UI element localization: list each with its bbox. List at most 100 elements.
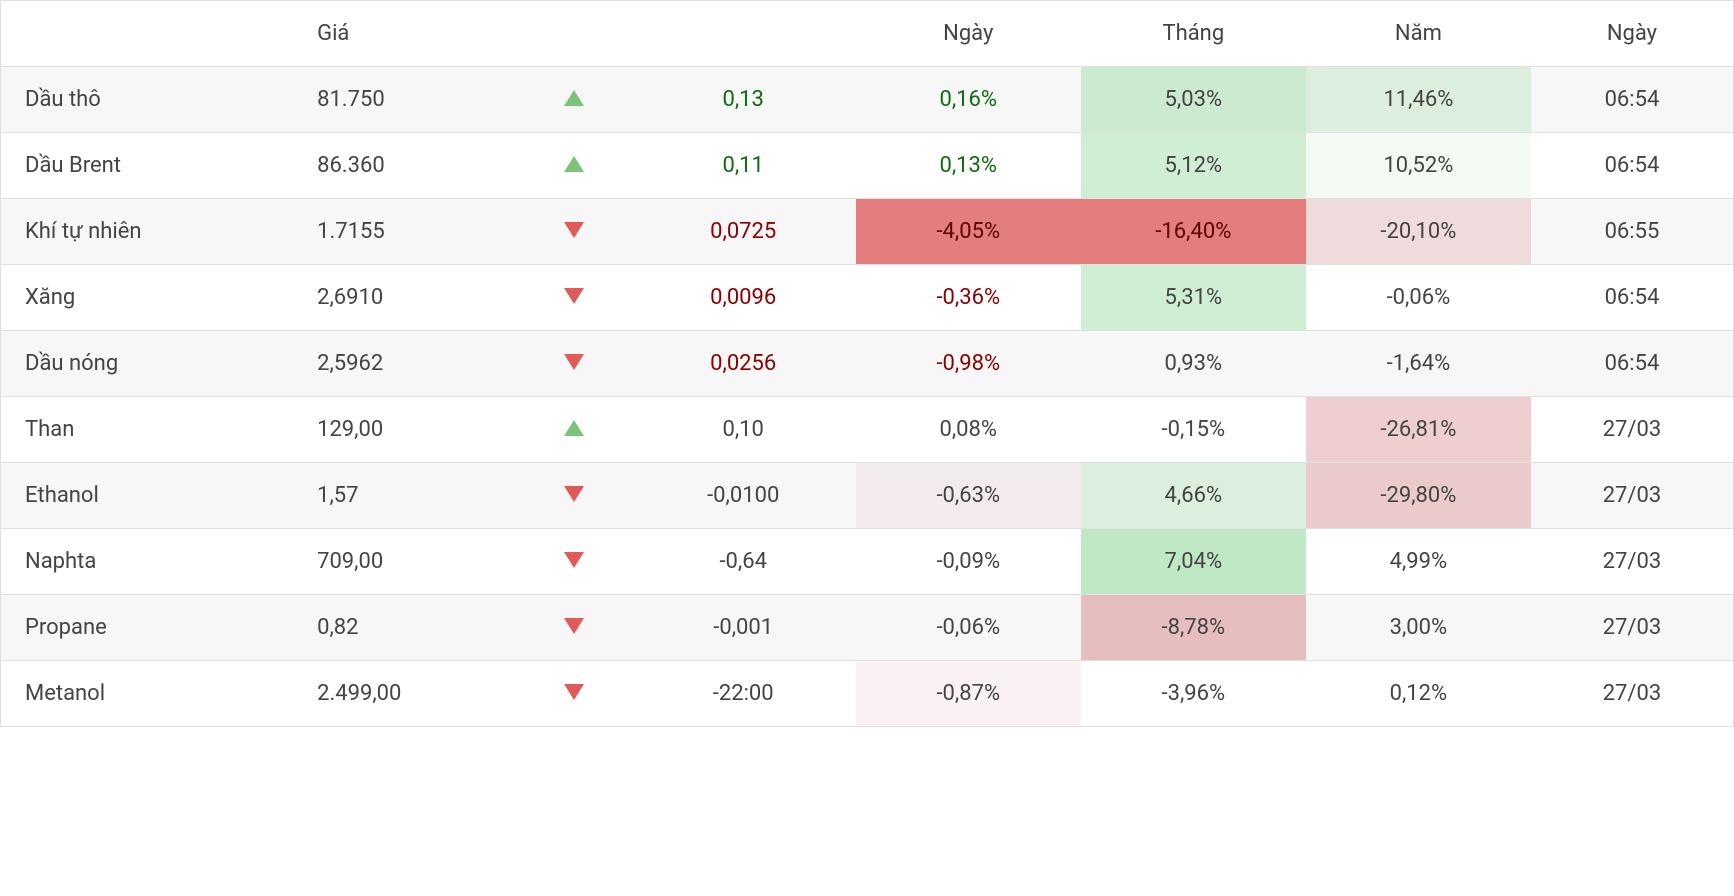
commodity-name[interactable]: Xăng: [1, 265, 294, 331]
year-pct-cell: -20,10%: [1306, 199, 1531, 265]
change-cell: 0,0256: [631, 331, 856, 397]
month-pct-cell: 5,12%: [1081, 133, 1306, 199]
day-pct-cell: -0,63%: [856, 463, 1081, 529]
time-cell: 06:54: [1531, 67, 1734, 133]
header-blank-name: [1, 1, 294, 67]
price-cell: 2,6910: [293, 265, 518, 331]
arrow-down-icon: [518, 529, 631, 595]
commodity-name[interactable]: Dầu Brent: [1, 133, 294, 199]
table-row[interactable]: Xăng2,6910 0,0096-0,36%5,31%-0,06%06:54: [1, 265, 1734, 331]
year-pct-cell: -0,06%: [1306, 265, 1531, 331]
commodities-table: Giá Ngày Tháng Năm Ngày Dầu thô81.750 0,1…: [0, 0, 1734, 727]
arrow-down-icon: [518, 199, 631, 265]
year-pct-cell: -1,64%: [1306, 331, 1531, 397]
time-cell: 06:54: [1531, 265, 1734, 331]
arrow-up-icon: [518, 67, 631, 133]
change-cell: 0,11: [631, 133, 856, 199]
header-blank-change: [631, 1, 856, 67]
table-row[interactable]: Than129,00 0,100,08%-0,15%-26,81%27/03: [1, 397, 1734, 463]
time-cell: 27/03: [1531, 595, 1734, 661]
change-cell: -0,001: [631, 595, 856, 661]
table-header-row: Giá Ngày Tháng Năm Ngày: [1, 1, 1734, 67]
price-cell: 129,00: [293, 397, 518, 463]
day-pct-cell: -0,09%: [856, 529, 1081, 595]
commodity-name[interactable]: Propane: [1, 595, 294, 661]
commodity-name[interactable]: Dầu thô: [1, 67, 294, 133]
year-pct-cell: 3,00%: [1306, 595, 1531, 661]
price-cell: 1.7155: [293, 199, 518, 265]
table-row[interactable]: Naphta709,00 -0,64-0,09%7,04%4,99%27/03: [1, 529, 1734, 595]
header-month: Tháng: [1081, 1, 1306, 67]
time-cell: 06:55: [1531, 199, 1734, 265]
day-pct-cell: -0,36%: [856, 265, 1081, 331]
price-cell: 1,57: [293, 463, 518, 529]
header-time: Ngày: [1531, 1, 1734, 67]
month-pct-cell: -3,96%: [1081, 661, 1306, 727]
commodity-name[interactable]: Khí tự nhiên: [1, 199, 294, 265]
year-pct-cell: 10,52%: [1306, 133, 1531, 199]
header-year: Năm: [1306, 1, 1531, 67]
price-cell: 86.360: [293, 133, 518, 199]
month-pct-cell: 7,04%: [1081, 529, 1306, 595]
arrow-down-icon: [518, 265, 631, 331]
day-pct-cell: 0,16%: [856, 67, 1081, 133]
arrow-down-icon: [518, 463, 631, 529]
time-cell: 06:54: [1531, 331, 1734, 397]
header-price: Giá: [293, 1, 518, 67]
table-row[interactable]: Propane0,82 -0,001-0,06%-8,78%3,00%27/03: [1, 595, 1734, 661]
arrow-up-icon: [518, 397, 631, 463]
change-cell: 0,0096: [631, 265, 856, 331]
commodity-name[interactable]: Than: [1, 397, 294, 463]
day-pct-cell: 0,08%: [856, 397, 1081, 463]
day-pct-cell: -4,05%: [856, 199, 1081, 265]
month-pct-cell: -0,15%: [1081, 397, 1306, 463]
table-row[interactable]: Dầu Brent86.360 0,110,13%5,12%10,52%06:54: [1, 133, 1734, 199]
year-pct-cell: 11,46%: [1306, 67, 1531, 133]
price-cell: 2,5962: [293, 331, 518, 397]
price-cell: 2.499,00: [293, 661, 518, 727]
arrow-down-icon: [518, 661, 631, 727]
table-row[interactable]: Dầu nóng2,5962 0,0256-0,98%0,93%-1,64%06:…: [1, 331, 1734, 397]
time-cell: 27/03: [1531, 397, 1734, 463]
commodity-name[interactable]: Metanol: [1, 661, 294, 727]
year-pct-cell: 0,12%: [1306, 661, 1531, 727]
arrow-down-icon: [518, 595, 631, 661]
arrow-up-icon: [518, 133, 631, 199]
month-pct-cell: 5,03%: [1081, 67, 1306, 133]
table-row[interactable]: Khí tự nhiên1.7155 0,0725-4,05%-16,40%-20…: [1, 199, 1734, 265]
month-pct-cell: 4,66%: [1081, 463, 1306, 529]
day-pct-cell: -0,98%: [856, 331, 1081, 397]
day-pct-cell: 0,13%: [856, 133, 1081, 199]
header-day: Ngày: [856, 1, 1081, 67]
header-blank-arrow: [518, 1, 631, 67]
year-pct-cell: -29,80%: [1306, 463, 1531, 529]
day-pct-cell: -0,87%: [856, 661, 1081, 727]
change-cell: 0,10: [631, 397, 856, 463]
table-row[interactable]: Metanol2.499,00 -22:00-0,87%-3,96%0,12%27…: [1, 661, 1734, 727]
change-cell: -0,64: [631, 529, 856, 595]
change-cell: -22:00: [631, 661, 856, 727]
commodity-name[interactable]: Naphta: [1, 529, 294, 595]
table-row[interactable]: Dầu thô81.750 0,130,16%5,03%11,46%06:54: [1, 67, 1734, 133]
commodity-name[interactable]: Dầu nóng: [1, 331, 294, 397]
table-row[interactable]: Ethanol1,57 -0,0100-0,63%4,66%-29,80%27/0…: [1, 463, 1734, 529]
month-pct-cell: -8,78%: [1081, 595, 1306, 661]
price-cell: 709,00: [293, 529, 518, 595]
day-pct-cell: -0,06%: [856, 595, 1081, 661]
month-pct-cell: 0,93%: [1081, 331, 1306, 397]
price-cell: 0,82: [293, 595, 518, 661]
time-cell: 27/03: [1531, 463, 1734, 529]
arrow-down-icon: [518, 331, 631, 397]
change-cell: 0,0725: [631, 199, 856, 265]
time-cell: 06:54: [1531, 133, 1734, 199]
price-cell: 81.750: [293, 67, 518, 133]
year-pct-cell: 4,99%: [1306, 529, 1531, 595]
month-pct-cell: 5,31%: [1081, 265, 1306, 331]
change-cell: 0,13: [631, 67, 856, 133]
time-cell: 27/03: [1531, 661, 1734, 727]
commodity-name[interactable]: Ethanol: [1, 463, 294, 529]
time-cell: 27/03: [1531, 529, 1734, 595]
year-pct-cell: -26,81%: [1306, 397, 1531, 463]
month-pct-cell: -16,40%: [1081, 199, 1306, 265]
change-cell: -0,0100: [631, 463, 856, 529]
